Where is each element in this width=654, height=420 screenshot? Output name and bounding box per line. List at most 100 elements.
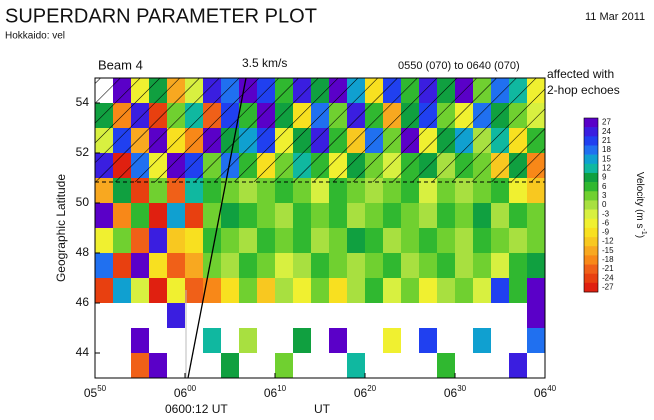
colorbar-tick-label: 21 [602,136,611,145]
cell [329,253,347,278]
cell [167,253,185,278]
colorbar-swatch [584,246,598,256]
cell [131,328,149,353]
cell [347,353,365,378]
chart-title: SUPERDARN PARAMETER PLOT [5,5,317,27]
colorbar-tick-label: 18 [602,145,611,154]
colorbar-label-part: Velocity (m s [634,172,645,229]
cell [419,278,437,303]
cell [365,203,383,228]
cell [185,278,203,303]
y-tick-label: 44 [76,345,90,359]
cell [257,253,275,278]
cell [185,228,203,253]
cell [473,178,491,203]
cell [203,228,221,253]
cell [221,278,239,303]
cell [239,178,257,203]
cell [383,328,401,353]
x-tick-hour: 06 [264,386,278,400]
x-tick-hour: 05 [84,386,98,400]
cell [239,203,257,228]
x-tick-label: 0620 [354,384,377,400]
cell [527,328,545,353]
colorbar-tick-label: 3 [602,191,607,200]
propagation-line [187,77,247,379]
hatch-region [95,78,545,182]
colorbar-swatch [584,255,598,265]
colorbar-swatch [584,172,598,183]
x-tick-hour: 06 [354,386,368,400]
cell [275,228,293,253]
cell [527,278,545,303]
cell [473,253,491,278]
cell [455,203,473,228]
cell [401,178,419,203]
cell [167,303,185,328]
cell [311,178,329,203]
date: 11 Mar 2011 [585,11,645,23]
cell [527,228,545,253]
plot-frame [94,77,546,379]
x-tick-hour: 06 [444,386,458,400]
speed: 3.5 km/s [242,56,287,70]
cell [203,203,221,228]
cell [365,228,383,253]
cell [419,228,437,253]
cell [455,228,473,253]
cell [491,253,509,278]
cell [149,228,167,253]
x-tick-hour: 06 [534,386,548,400]
cell [473,203,491,228]
x-tick-minute: 30 [457,384,466,393]
cell [473,228,491,253]
cell [419,203,437,228]
cell [275,278,293,303]
colorbar-swatch [584,218,598,229]
cell [95,253,113,278]
cell [221,228,239,253]
x-tick-label: 0630 [444,384,467,400]
cell [185,203,203,228]
cell [527,303,545,328]
cell [383,278,401,303]
colorbar-frame [583,117,599,293]
beam: Beam 4 [98,57,143,72]
cell [509,278,527,303]
colorbar-label: Velocity (m s-1) [634,172,647,238]
cell [275,203,293,228]
cell [221,253,239,278]
cell [203,253,221,278]
colorbar-tick-label: -24 [602,273,614,282]
y-tick-label: 54 [76,95,90,109]
cell [113,203,131,228]
cell [311,278,329,303]
cell [293,328,311,353]
cell [527,203,545,228]
cell [257,203,275,228]
cell [113,178,131,203]
cell [383,178,401,203]
cell [329,228,347,253]
cell [365,253,383,278]
colorbar-swatch [584,237,598,247]
y-tick-label: 52 [76,145,90,159]
colorbar-tick-label: 27 [602,118,611,127]
cell [347,278,365,303]
colorbar-swatch [584,273,598,284]
cell [221,353,239,378]
cell [239,328,257,353]
cell [203,178,221,203]
cell [167,178,185,203]
cell [185,178,203,203]
cell [311,203,329,228]
cell [509,178,527,203]
x-tick-minute: 40 [547,384,556,393]
cell [311,228,329,253]
cell [149,178,167,203]
cell [509,203,527,228]
y-axis-label: Geographic Latitude [54,174,68,282]
cell [257,178,275,203]
